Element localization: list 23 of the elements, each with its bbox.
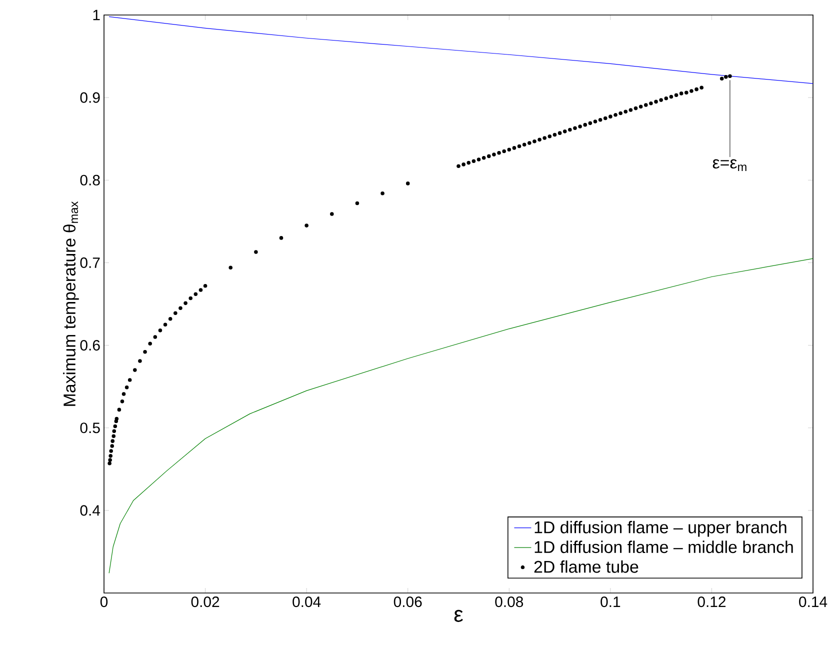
y-tick-label: 0.8 <box>80 174 100 186</box>
y-tick-label: 0.7 <box>80 257 100 268</box>
x-tick-label: 0.12 <box>698 596 726 608</box>
line-series <box>108 16 814 84</box>
y-tick-label: 0.5 <box>80 422 100 434</box>
y-tick-label: 0.6 <box>80 340 100 351</box>
x-tick-label: 0.02 <box>191 596 220 608</box>
y-tick-label: 0.4 <box>80 505 100 516</box>
x-tick-label: 0.14 <box>799 596 828 608</box>
y-tick-label: 0.9 <box>80 92 100 103</box>
x-tick-label: 0 <box>100 596 108 608</box>
y-axis-title: Maximum temperature θ$_{max}$ <box>63 201 79 406</box>
x-tick-label: 0.1 <box>600 596 620 608</box>
x-axis-title: ε <box>454 610 463 622</box>
legend-label: 1D diffusion flame – upper branch <box>534 520 786 537</box>
annotation: ε=ε$_{m}$ <box>712 159 746 171</box>
legend-label: 1D diffusion flame – middle branch <box>534 540 793 554</box>
line-series <box>108 258 814 574</box>
x-tick-label: 0.06 <box>394 596 422 608</box>
x-tick-label: 0.08 <box>495 596 524 608</box>
legend-label: 2D flame tube <box>534 560 638 573</box>
x-tick-label: 0.04 <box>292 596 321 608</box>
y-tick-label: 1 <box>93 10 100 20</box>
